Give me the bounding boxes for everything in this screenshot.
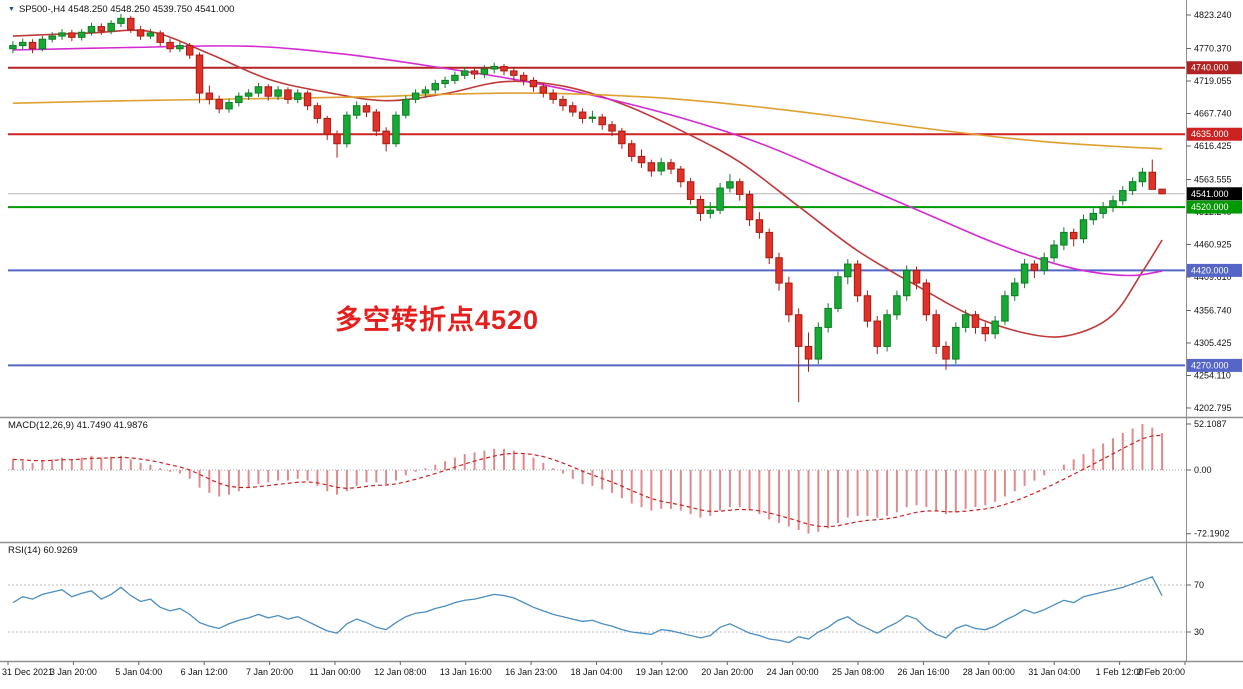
macd-indicator-label: MACD(12,26,9) 41.7490 41.9876 xyxy=(8,420,148,431)
time-axis-label: 20 Jan 20:00 xyxy=(701,667,753,677)
time-axis-label: 24 Jan 00:00 xyxy=(767,667,819,677)
rsi-line xyxy=(12,575,1163,644)
time-axis-label: 18 Jan 04:00 xyxy=(570,667,622,677)
time-axis-label: 3 Jan 20:00 xyxy=(50,667,97,677)
ma-mid-magenta-line xyxy=(12,45,1163,277)
price-axis-label: 4202.795 xyxy=(1194,403,1232,413)
price-axis-label: 4254.110 xyxy=(1194,370,1231,380)
price-tag: 4635.000 xyxy=(1191,129,1229,139)
rsi-axis-label: 30 xyxy=(1194,627,1204,637)
panel-separators xyxy=(0,0,1243,663)
time-axis-label: 2 Feb 20:00 xyxy=(1137,667,1185,677)
price-axis-label: 4356.740 xyxy=(1194,305,1232,315)
price-tag: 4420.000 xyxy=(1191,265,1229,275)
time-axis-label: 1 Feb 12:00 xyxy=(1096,667,1144,677)
time-axis-label: 13 Jan 16:00 xyxy=(440,667,492,677)
price-tags: 4740.000 4635.000 4520.000 4420.000 4270.000… xyxy=(1187,61,1242,372)
time-axis-label: 31 Jan 04:00 xyxy=(1028,667,1080,677)
rsi-indicator-label: RSI(14) 60.9269 xyxy=(8,545,78,556)
ma-fast-red-line xyxy=(12,29,1163,338)
symbol-marker-icon: ▼ xyxy=(8,6,15,13)
time-axis-label: 11 Jan 00:00 xyxy=(309,667,360,677)
time-axis-label: 5 Jan 04:00 xyxy=(115,667,162,677)
ma-slow-orange-line xyxy=(12,92,1163,150)
time-axis-label: 28 Jan 00:00 xyxy=(963,667,1015,677)
macd-axis-label: 0.00 xyxy=(1194,465,1212,475)
time-axis-label: 7 Jan 20:00 xyxy=(246,667,293,677)
macd-histogram xyxy=(11,424,1164,534)
symbol-ohlc-text: SP500-,H4 4548.250 4548.250 4539.750 454… xyxy=(18,4,235,15)
candles xyxy=(9,13,1166,403)
rsi-pane[interactable]: 70 30 xyxy=(8,575,1204,644)
price-tag: 4270.000 xyxy=(1191,360,1229,370)
time-axis-label: 19 Jan 12:00 xyxy=(636,667,688,677)
time-axis-label: 16 Jan 23:00 xyxy=(505,667,557,677)
macd-pane[interactable]: 52.1087 0.00 -72.1902 xyxy=(8,419,1230,539)
price-axis-label: 4460.925 xyxy=(1194,239,1232,249)
main-price-pane[interactable] xyxy=(8,13,1185,403)
price-tag: 4520.000 xyxy=(1191,202,1229,212)
price-axis-label: 4616.425 xyxy=(1194,141,1232,151)
price-axis-label: 4770.370 xyxy=(1194,43,1232,53)
price-axis-label: 4563.555 xyxy=(1194,174,1232,184)
price-axis-label: 4409.610 xyxy=(1194,272,1232,282)
price-tag: 4541.000 xyxy=(1191,189,1229,199)
price-axis-label: 4719.055 xyxy=(1194,76,1232,86)
price-tag: 4740.000 xyxy=(1191,63,1229,73)
time-axis-label: 26 Jan 16:00 xyxy=(897,667,949,677)
price-axis-label: 4305.425 xyxy=(1194,338,1232,348)
rsi-axis-label: 70 xyxy=(1194,580,1204,590)
macd-signal-line xyxy=(12,434,1163,528)
symbol-header: ▼ SP500-,H4 4548.250 4548.250 4539.750 4… xyxy=(8,4,234,15)
chart-annotation[interactable]: 多空转折点4520 xyxy=(335,305,540,335)
price-axis-label: 4823.240 xyxy=(1194,10,1232,20)
macd-axis-label: -72.1902 xyxy=(1194,529,1230,539)
macd-axis-label: 52.1087 xyxy=(1194,419,1227,429)
time-axis-label: 25 Jan 08:00 xyxy=(832,667,884,677)
price-axis-label: 4667.740 xyxy=(1194,108,1232,118)
time-axis-label: 31 Dec 2021 xyxy=(2,667,53,677)
time-axis-label: 12 Jan 08:00 xyxy=(374,667,426,677)
time-axis-label: 6 Jan 12:00 xyxy=(181,667,228,677)
